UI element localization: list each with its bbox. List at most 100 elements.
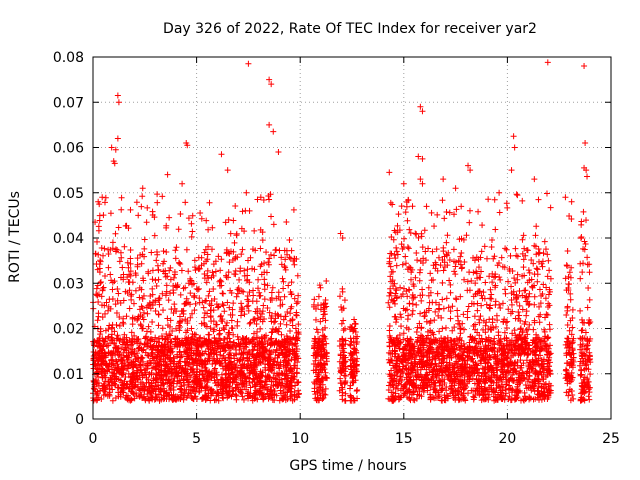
data-point [538, 292, 545, 299]
data-point [491, 196, 498, 203]
data-point [115, 376, 122, 383]
data-point [246, 289, 253, 296]
data-point [221, 326, 228, 333]
data-point [277, 387, 284, 394]
data-point [321, 366, 328, 373]
data-point [519, 369, 526, 376]
data-point [126, 271, 133, 278]
data-point [136, 361, 143, 368]
data-point [257, 263, 264, 270]
data-point [258, 271, 265, 278]
data-point [96, 350, 103, 357]
data-point [400, 392, 407, 399]
data-point [274, 311, 281, 318]
data-point [400, 305, 407, 312]
data-point [318, 302, 325, 309]
data-point [528, 257, 535, 264]
data-point [389, 389, 396, 396]
data-point [496, 375, 503, 382]
data-point [176, 349, 183, 356]
data-point [225, 354, 232, 361]
data-point [95, 373, 102, 380]
data-point [531, 282, 538, 289]
data-point [98, 293, 105, 300]
data-point [141, 245, 148, 252]
data-point [321, 391, 328, 398]
data-point [405, 370, 412, 377]
data-point [443, 251, 450, 258]
data-point [398, 293, 405, 300]
data-point [310, 360, 317, 367]
data-point [119, 319, 126, 326]
data-point [408, 336, 415, 343]
data-point [537, 311, 544, 318]
data-point [506, 377, 513, 384]
data-point [203, 217, 210, 224]
data-point [198, 341, 205, 348]
data-point [261, 315, 268, 322]
data-point [241, 349, 248, 356]
data-point [187, 390, 194, 397]
data-point [94, 350, 101, 357]
data-point [191, 257, 198, 264]
data-point [170, 378, 177, 385]
data-point [218, 256, 225, 263]
data-point [206, 199, 213, 206]
data-point [128, 388, 135, 395]
data-point [139, 305, 146, 312]
data-point [460, 236, 467, 243]
data-point [443, 239, 450, 246]
data-point [209, 224, 216, 231]
data-point [123, 313, 130, 320]
data-point [478, 268, 485, 275]
data-point [254, 374, 261, 381]
data-point [387, 263, 394, 270]
data-point [95, 337, 102, 344]
data-point [315, 350, 322, 357]
data-point [139, 193, 146, 200]
data-point [155, 276, 162, 283]
data-point [213, 337, 220, 344]
data-point [223, 319, 230, 326]
data-point [176, 358, 183, 365]
data-point [238, 288, 245, 295]
data-point [472, 291, 479, 298]
data-point [193, 385, 200, 392]
data-point [167, 343, 174, 350]
data-point [519, 306, 526, 313]
data-point [569, 324, 576, 331]
data-point [547, 382, 554, 389]
data-point [410, 396, 417, 403]
data-point [155, 362, 162, 369]
data-point [117, 356, 124, 363]
data-point [233, 293, 240, 300]
data-point [154, 191, 161, 198]
data-point [534, 271, 541, 278]
data-point [386, 255, 393, 262]
data-point [470, 393, 477, 400]
data-point [449, 327, 456, 334]
data-point [536, 286, 543, 293]
data-point [436, 393, 443, 400]
data-point [257, 325, 264, 332]
data-point [238, 251, 245, 258]
data-point [228, 365, 235, 372]
data-point [337, 380, 344, 387]
data-point [338, 320, 345, 327]
data-point [101, 310, 108, 317]
data-point [290, 373, 297, 380]
data-point [431, 223, 438, 230]
data-point [545, 300, 552, 307]
data-point [391, 252, 398, 259]
data-point [189, 212, 196, 219]
data-point [201, 378, 208, 385]
data-point [340, 338, 347, 345]
data-point [120, 271, 127, 278]
data-point [138, 370, 145, 377]
data-point [139, 385, 146, 392]
data-point [217, 348, 224, 355]
data-point [386, 371, 393, 378]
data-point [230, 388, 237, 395]
data-point [545, 356, 552, 363]
data-point [183, 295, 190, 302]
